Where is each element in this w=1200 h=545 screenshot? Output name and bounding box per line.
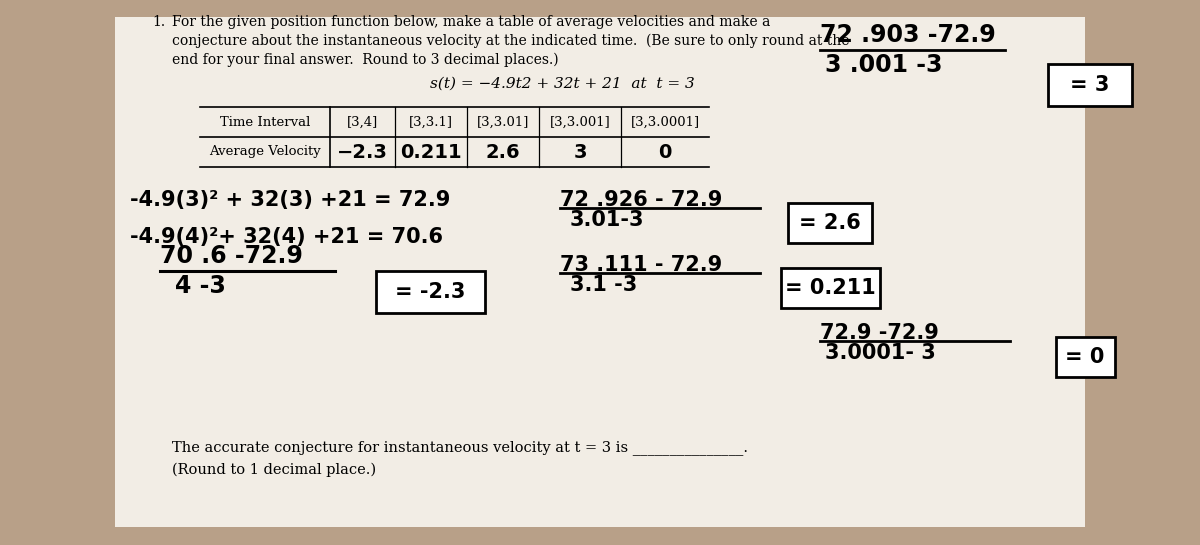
Text: (Round to 1 decimal place.): (Round to 1 decimal place.) xyxy=(172,463,376,477)
FancyBboxPatch shape xyxy=(1048,64,1132,106)
Text: 3.0001- 3: 3.0001- 3 xyxy=(826,343,936,363)
Text: 72.9 -72.9: 72.9 -72.9 xyxy=(820,323,938,343)
Text: = 2.6: = 2.6 xyxy=(799,213,860,233)
Text: 0.211: 0.211 xyxy=(400,142,462,161)
Text: 73 .111 - 72.9: 73 .111 - 72.9 xyxy=(560,255,722,275)
Text: 72 .903 -72.9: 72 .903 -72.9 xyxy=(820,23,996,47)
Text: end for your final answer.  Round to 3 decimal places.): end for your final answer. Round to 3 de… xyxy=(172,53,559,68)
Text: 70 .6 -72.9: 70 .6 -72.9 xyxy=(160,244,302,268)
Text: The accurate conjecture for instantaneous velocity at t = 3 is _______________.: The accurate conjecture for instantaneou… xyxy=(172,440,748,455)
Text: -4.9(4)²+ 32(4) +21 = 70.6: -4.9(4)²+ 32(4) +21 = 70.6 xyxy=(130,227,443,247)
FancyBboxPatch shape xyxy=(376,271,485,313)
Text: Time Interval: Time Interval xyxy=(220,116,310,129)
Text: 2.6: 2.6 xyxy=(486,142,521,161)
Text: = -2.3: = -2.3 xyxy=(395,282,466,302)
Text: [3,3.0001]: [3,3.0001] xyxy=(630,116,700,129)
Text: 72 .926 - 72.9: 72 .926 - 72.9 xyxy=(560,190,722,210)
Text: [3,3.1]: [3,3.1] xyxy=(409,116,454,129)
Text: For the given position function below, make a table of average velocities and ma: For the given position function below, m… xyxy=(172,15,770,29)
Text: 3 .001 -3: 3 .001 -3 xyxy=(826,53,942,77)
Text: 3.1 -3: 3.1 -3 xyxy=(570,275,637,295)
Text: 4 -3: 4 -3 xyxy=(175,274,226,298)
Text: Average Velocity: Average Velocity xyxy=(209,146,320,159)
Text: s(t) = −4.9t2 + 32t + 21  at  t = 3: s(t) = −4.9t2 + 32t + 21 at t = 3 xyxy=(430,77,695,91)
Text: [3,3.01]: [3,3.01] xyxy=(476,116,529,129)
Text: = 3: = 3 xyxy=(1070,75,1110,95)
Text: 1.: 1. xyxy=(152,15,166,29)
Text: 0: 0 xyxy=(659,142,672,161)
FancyBboxPatch shape xyxy=(115,17,1085,527)
Text: 3: 3 xyxy=(574,142,587,161)
Text: = 0.211: = 0.211 xyxy=(785,278,875,298)
Text: 3.01-3: 3.01-3 xyxy=(570,210,644,230)
Text: −2.3: −2.3 xyxy=(337,142,388,161)
Text: [3,3.001]: [3,3.001] xyxy=(550,116,611,129)
Text: [3,4]: [3,4] xyxy=(347,116,378,129)
Text: = 0: = 0 xyxy=(1066,347,1105,367)
FancyBboxPatch shape xyxy=(788,203,872,243)
FancyBboxPatch shape xyxy=(780,268,880,308)
Text: -4.9(3)² + 32(3) +21 = 72.9: -4.9(3)² + 32(3) +21 = 72.9 xyxy=(130,190,450,210)
Text: conjecture about the instantaneous velocity at the indicated time.  (Be sure to : conjecture about the instantaneous veloc… xyxy=(172,34,850,49)
FancyBboxPatch shape xyxy=(1056,337,1115,377)
